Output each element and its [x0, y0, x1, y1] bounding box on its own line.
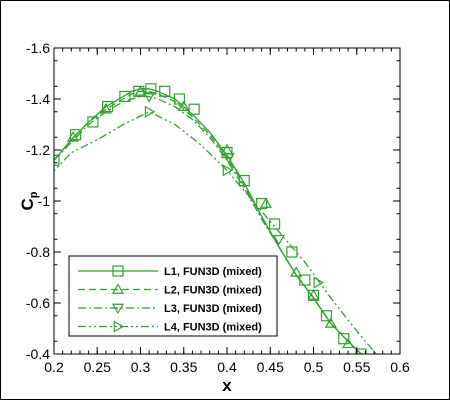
ticks-layer: 0.2 0.25 0.3 0.35 0.4 0.45 0.5 0.55 0.6 -1.6 -1.4 -… — [26, 40, 410, 375]
y-axis-label: Cp — [18, 191, 40, 210]
legend-entry-4: L4, FUN3D (mixed) — [78, 320, 262, 334]
series-4-marker — [144, 105, 156, 118]
x-tick-label: 0.4 — [217, 359, 237, 375]
series-1-marker — [54, 154, 60, 166]
series-1-marker — [188, 103, 200, 115]
series-1-marker — [70, 129, 82, 141]
y-axis-label-main: C — [18, 198, 37, 210]
x-tick-label: 0.45 — [257, 359, 284, 375]
legend-marker — [113, 320, 125, 333]
series-2-marker — [342, 337, 355, 349]
series-2-marker — [220, 143, 234, 155]
y-tick-label: -1 — [38, 193, 51, 209]
y-tick-label: -1.2 — [26, 142, 50, 158]
series-layer — [54, 83, 378, 354]
series-1-marker — [256, 197, 268, 210]
legend-entry-2: L2, FUN3D (mixed) — [78, 283, 262, 297]
series-3 — [54, 92, 362, 354]
x-tick-label: 0.6 — [390, 359, 410, 375]
series-1-marker — [286, 246, 298, 258]
series-2-marker — [324, 317, 337, 328]
series-1-marker — [173, 93, 186, 105]
legend-marker — [112, 265, 124, 277]
legend-entry-3: L3, FUN3D (mixed) — [78, 303, 262, 315]
series-3-line — [54, 95, 362, 354]
x-tick-label: 0.2 — [44, 359, 64, 375]
series-2-marker — [99, 102, 112, 114]
series-2-marker — [259, 197, 272, 208]
y-tick-label: -1.4 — [26, 91, 50, 107]
legend-label: L1, FUN3D (mixed) — [164, 266, 262, 278]
y-axis-label-sub: p — [28, 191, 40, 198]
legend-entry-1: L1, FUN3D (mixed) — [78, 265, 262, 278]
series-2-marker — [290, 266, 303, 277]
legend-label: L3, FUN3D (mixed) — [164, 303, 262, 315]
series-3-marker — [222, 153, 235, 164]
series-3-marker — [143, 92, 156, 103]
y-tick-label: -0.6 — [26, 295, 50, 311]
legend-marker — [111, 303, 125, 315]
series-4-line — [54, 111, 378, 354]
series-4 — [54, 105, 378, 354]
legend-marker — [111, 283, 125, 294]
x-tick-label: 0.25 — [84, 359, 111, 375]
series-1-marker — [338, 333, 350, 345]
y-tick-label: -0.4 — [26, 346, 50, 362]
series-2-marker — [177, 100, 190, 111]
legend-label: L2, FUN3D (mixed) — [164, 285, 262, 297]
series-1-marker — [268, 218, 281, 230]
y-tick-label: -1.6 — [26, 40, 50, 56]
series-2-marker — [134, 85, 147, 96]
series-1-marker — [145, 83, 157, 95]
x-tick-label: 0.55 — [343, 359, 370, 375]
x-axis-label: x — [222, 376, 232, 395]
x-tick-label: 0.35 — [170, 359, 197, 375]
series-3-marker — [272, 234, 285, 246]
legend-box — [68, 255, 278, 337]
series-1-marker — [87, 116, 99, 128]
series-4-marker — [313, 276, 325, 289]
legend-label: L4, FUN3D (mixed) — [164, 322, 262, 334]
y-tick-label: -0.8 — [26, 244, 50, 260]
series-1-marker — [102, 101, 114, 113]
series-4-marker — [222, 164, 234, 177]
svg-text:Cp: Cp — [18, 191, 40, 210]
series-1-marker — [355, 348, 367, 354]
x-tick-label: 0.5 — [304, 359, 324, 375]
legend: L1, FUN3D (mixed) L2, FUN3D (mixed) L3, FU… — [68, 255, 278, 337]
x-tick-label: 0.3 — [131, 359, 151, 375]
series-1-marker — [320, 310, 333, 322]
